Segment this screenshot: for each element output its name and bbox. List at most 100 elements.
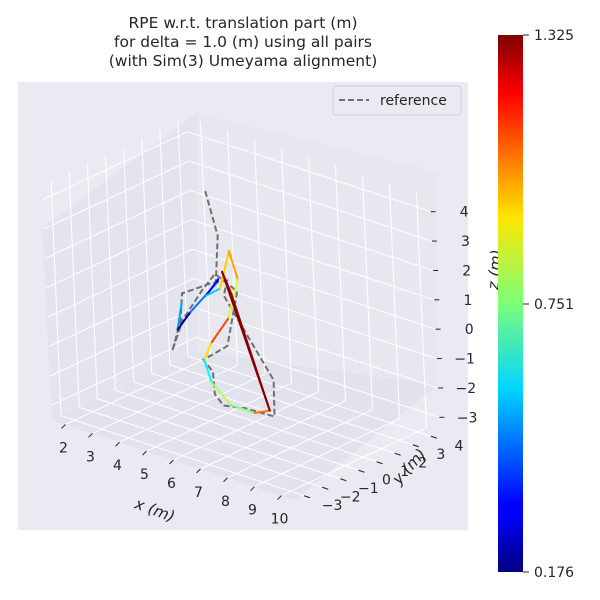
estimate-segment: [229, 404, 256, 414]
y-tick-label: 2: [418, 455, 427, 471]
y-tick-label: −1: [358, 481, 379, 497]
estimate-segment: [176, 302, 183, 331]
x-tick-mark: [223, 477, 228, 483]
grid-back-z: [196, 336, 440, 418]
x-tick-label: 3: [86, 449, 95, 465]
x-tick-label: 5: [140, 467, 149, 483]
grid-back-x: [308, 156, 319, 393]
colorbar-min-label: 0.176: [534, 565, 574, 581]
legend-reference-label: reference: [380, 93, 447, 109]
grid-left-z: [47, 248, 193, 318]
grid-back-x: [281, 148, 292, 384]
y-tick-label: −3: [322, 498, 343, 514]
grid-floor-y: [79, 406, 323, 488]
estimate-segment: [228, 250, 239, 281]
z-tick-labels: −3 −2 −1 0 1 2 3 4: [430, 205, 478, 426]
estimate-segment: [205, 278, 220, 297]
pane-left: [42, 113, 197, 420]
grid-left-y: [141, 138, 153, 374]
y-tick-label: 0: [382, 472, 391, 488]
y-tick-mark: [394, 452, 401, 456]
x-tick-label: 10: [271, 512, 289, 528]
grid-floor-x: [254, 418, 400, 488]
grid-floor-x: [200, 400, 346, 470]
z-tick-label: 1: [463, 293, 472, 309]
reference-trajectory: [171, 190, 276, 418]
estimate-segment: [203, 359, 213, 384]
grid-left-y: [104, 155, 116, 391]
y-tick-label: −2: [340, 489, 361, 505]
grid-left-y: [86, 163, 98, 399]
grid-left-y: [50, 180, 62, 416]
y-tick-mark: [412, 444, 419, 448]
colorbar-gradient: [498, 35, 523, 572]
x-tick-mark: [115, 441, 120, 447]
x-tick-labels: 2 3 4 5 6 7 8 9 10: [59, 424, 289, 528]
grid-left-y: [123, 146, 135, 382]
y-tick-mark: [340, 478, 347, 482]
grid-left-z: [44, 189, 191, 259]
z-tick-label: 2: [462, 263, 471, 279]
y-tick-mark: [358, 469, 365, 473]
y-tick-mark: [322, 486, 329, 490]
grid-back-x: [335, 165, 346, 401]
estimate-segment: [219, 250, 230, 290]
grid-left-z: [42, 131, 188, 201]
grid-back-x: [254, 139, 265, 375]
x-tick-label: 9: [248, 503, 257, 519]
x-tick-label: 2: [59, 440, 68, 456]
estimate-segment: [205, 287, 222, 297]
grid-back-z: [194, 307, 439, 389]
grid-back-x: [362, 174, 373, 410]
estimate-segment: [253, 409, 271, 414]
grid-lines: [42, 121, 440, 497]
estimate-segment: [221, 270, 271, 412]
estimate-segment: [203, 342, 212, 362]
grid-back-z: [188, 160, 433, 242]
z-tick-label: −3: [457, 410, 478, 426]
legend-box: [332, 85, 462, 116]
grid-floor-y: [187, 355, 432, 437]
y-tick-mark: [376, 461, 383, 465]
grid-floor-x: [146, 382, 292, 452]
estimate-segment: [209, 317, 230, 345]
z-tick-label: −2: [455, 381, 476, 397]
grid-back-z: [191, 219, 435, 301]
grid-floor-y: [133, 381, 377, 463]
grid-left-y: [68, 172, 80, 408]
colorbar-mid-label: 0.751: [534, 297, 574, 313]
z-tick-label: 4: [460, 205, 469, 221]
z-tick-label: 0: [465, 322, 474, 338]
x-tick-label: 7: [194, 485, 203, 501]
x-tick-label: 4: [113, 458, 122, 474]
x-tick-mark: [169, 459, 174, 465]
legend: reference: [332, 85, 462, 116]
grid-back-z: [187, 131, 431, 213]
grid-floor-y: [60, 415, 305, 497]
y-tick-mark: [303, 495, 311, 499]
grid-floor-y: [151, 372, 395, 454]
x-tick-mark: [250, 486, 255, 492]
grid-left-z: [48, 278, 195, 348]
x-tick-mark: [88, 432, 93, 438]
z-tick-label: −1: [454, 352, 475, 368]
grid-left-z: [43, 160, 190, 230]
grid-back-x: [200, 121, 211, 357]
y-tick-mark: [430, 435, 438, 439]
y-tick-label: 3: [436, 447, 445, 463]
grid-floor-x: [281, 427, 427, 497]
grid-floor-x: [173, 391, 319, 461]
z-tick-label: 3: [461, 234, 470, 250]
grid-back-x: [389, 183, 400, 419]
x-tick-label: 6: [167, 476, 176, 492]
grid-floor-x: [119, 373, 265, 443]
estimate-segment: [176, 311, 192, 331]
grid-back-x: [416, 192, 427, 428]
x-tick-mark: [142, 450, 147, 456]
grid-left-y: [159, 129, 171, 365]
x-tick-mark: [196, 468, 201, 474]
reference-line: [171, 190, 276, 418]
grid-floor-x: [227, 409, 373, 479]
estimate-segment: [210, 381, 232, 406]
